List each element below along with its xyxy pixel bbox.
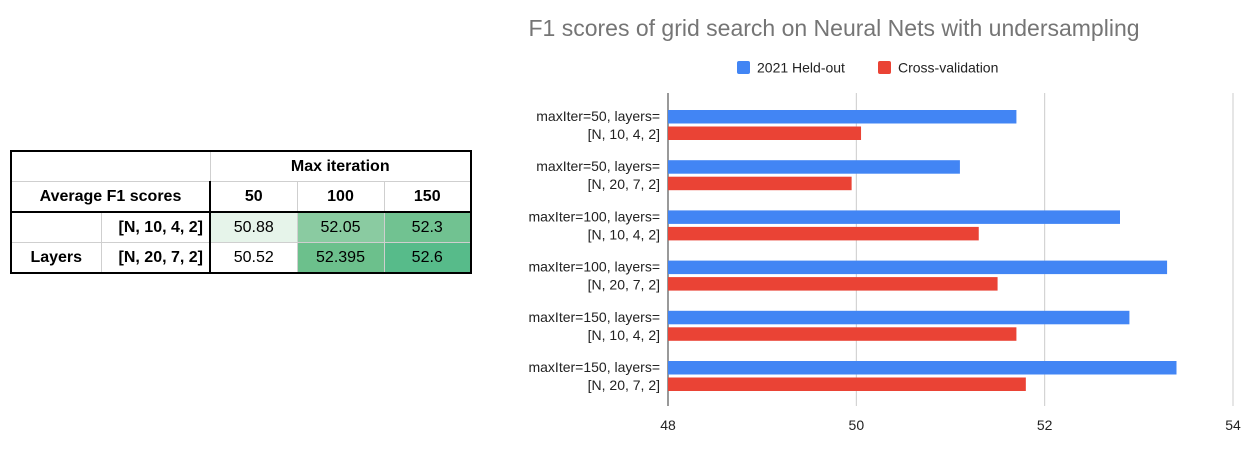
- category-label: maxIter=50, layers=: [536, 108, 660, 124]
- legend-label-cross-validation: Cross-validation: [898, 60, 998, 76]
- bar-cross-validation: [668, 126, 862, 140]
- bar-held-out: [668, 210, 1120, 224]
- cell-r1-c2: 52.05: [296, 211, 385, 243]
- bar-held-out: [668, 361, 1177, 375]
- x-tick-label: 54: [1225, 417, 1241, 433]
- x-axis-ticks: 48 50 52 54: [660, 417, 1241, 433]
- category-label: [N, 10, 4, 2]: [588, 226, 660, 242]
- category-label: [N, 10, 4, 2]: [588, 327, 660, 343]
- row-label-n-20-7-2: [N, 20, 7, 2]: [100, 242, 211, 274]
- average-f1-label: Average F1 scores: [10, 181, 211, 213]
- category-labels: maxIter=50, layers= [N, 10, 4, 2] maxIter=…: [528, 108, 660, 393]
- category-label: maxIter=50, layers=: [536, 158, 660, 174]
- bar-held-out: [668, 160, 960, 174]
- cell-r1-c3: 52.3: [383, 211, 472, 243]
- bar-held-out: [668, 110, 1017, 124]
- category-label: [N, 20, 7, 2]: [588, 277, 660, 293]
- f1-score-table: Max iteration Average F1 scores 50 100 1…: [10, 150, 472, 274]
- row-group-spacer: [10, 211, 102, 243]
- row-label-n-10-4-2: [N, 10, 4, 2]: [100, 211, 211, 243]
- bar-cross-validation: [668, 377, 1026, 391]
- cell-r1-c1: 50.88: [209, 211, 298, 243]
- cell-r2-c2: 52.395: [296, 242, 385, 274]
- x-tick-label: 50: [849, 417, 865, 433]
- max-iteration-header: Max iteration: [209, 150, 472, 182]
- category-label: maxIter=150, layers=: [528, 309, 660, 325]
- cell-r2-c3: 52.6: [383, 242, 472, 274]
- category-label: maxIter=150, layers=: [528, 359, 660, 375]
- cell-r2-c1: 50.52: [209, 242, 298, 274]
- category-label: [N, 10, 4, 2]: [588, 126, 660, 142]
- bar-cross-validation: [668, 176, 852, 191]
- gridlines: [667, 93, 1234, 406]
- bar-cross-validation: [668, 327, 1017, 341]
- col-header-100: 100: [296, 181, 385, 213]
- col-header-150: 150: [383, 181, 472, 213]
- chart-legend: 2021 Held-out Cross-validation: [737, 60, 998, 76]
- bar-cross-validation: [668, 226, 979, 241]
- table-corner-top: [10, 150, 211, 182]
- legend-label-held-out: 2021 Held-out: [757, 60, 845, 76]
- category-label: [N, 20, 7, 2]: [588, 377, 660, 393]
- legend-swatch-held-out: [737, 61, 750, 74]
- bar-chart: F1 scores of grid search on Neural Nets …: [528, 15, 1241, 433]
- chart-title: F1 scores of grid search on Neural Nets …: [528, 15, 1139, 41]
- category-label: [N, 20, 7, 2]: [588, 176, 660, 192]
- bars: [668, 110, 1177, 391]
- x-tick-label: 48: [660, 417, 676, 433]
- bar-held-out: [668, 260, 1168, 275]
- legend-swatch-cross-validation: [878, 61, 891, 74]
- bar-cross-validation: [668, 277, 998, 291]
- layers-label: Layers: [10, 242, 102, 274]
- category-label: maxIter=100, layers=: [528, 208, 660, 224]
- col-header-50: 50: [209, 181, 298, 213]
- category-label: maxIter=100, layers=: [528, 259, 660, 275]
- x-tick-label: 52: [1037, 417, 1053, 433]
- bar-held-out: [668, 310, 1130, 325]
